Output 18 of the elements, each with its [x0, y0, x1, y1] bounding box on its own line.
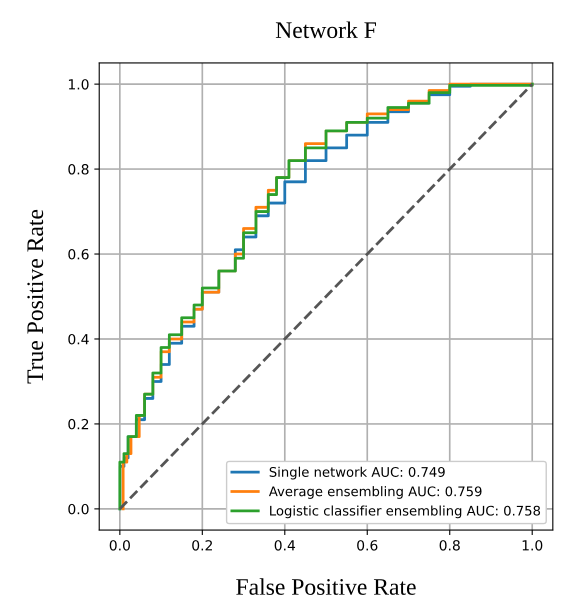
x-tick-label: 0.6 — [357, 540, 378, 551]
x-tick-label: 0.8 — [440, 540, 460, 551]
x-tick-label: 0.2 — [192, 540, 212, 551]
x-tick-label: 0.0 — [110, 540, 130, 551]
legend-label: Average ensembling AUC: 0.759 — [268, 486, 482, 499]
y-tick-label: 0.2 — [68, 418, 88, 430]
legend-label: Single network AUC: 0.749 — [270, 466, 445, 480]
y-axis-title: True Positive Rate — [27, 210, 44, 384]
chart-title: Network F — [276, 22, 376, 38]
y-tick-label: 0.0 — [68, 504, 89, 514]
x-tick-label: 1.0 — [522, 540, 542, 551]
y-tick-label: 0.8 — [68, 164, 89, 175]
x-tick-label: 0.4 — [274, 540, 296, 551]
y-tick-label: 1.0 — [68, 79, 89, 90]
legend-label: Logistic classifier ensembling AUC: 0.758 — [270, 505, 540, 518]
x-axis-title: False Positive Rate — [236, 578, 416, 595]
y-tick-label: 0.4 — [68, 334, 89, 344]
y-tick-label: 0.6 — [68, 249, 89, 260]
